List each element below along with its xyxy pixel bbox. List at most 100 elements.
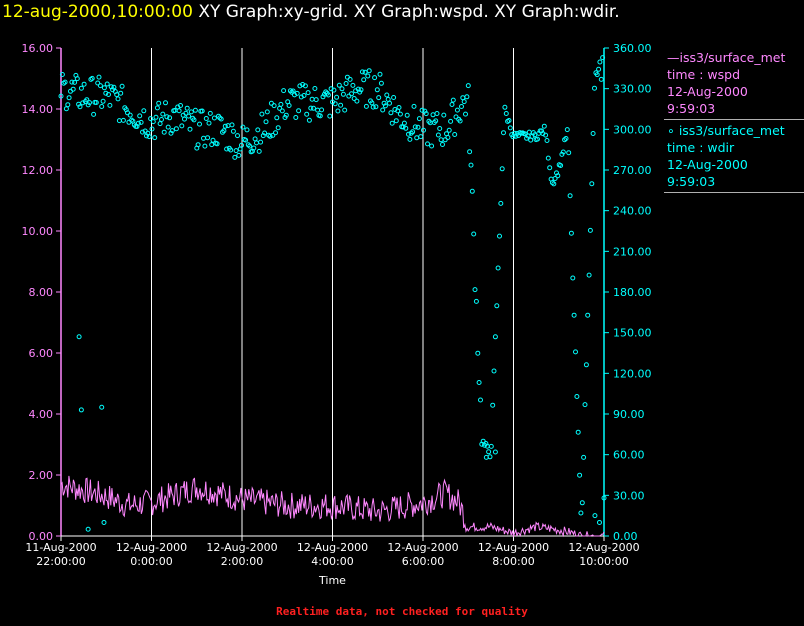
wdir-point <box>202 143 208 149</box>
wdir-point <box>275 125 281 131</box>
wdir-point <box>221 128 227 134</box>
wdir-point <box>370 104 376 110</box>
wdir-point <box>331 87 337 93</box>
wdir-point <box>209 142 215 148</box>
wdir-point <box>66 95 72 101</box>
wdir-outlier-point <box>492 449 498 455</box>
wdir-point <box>311 105 316 111</box>
wdir-point <box>262 130 268 136</box>
wdir-point <box>154 105 160 111</box>
wdir-point <box>362 69 368 75</box>
wdir-point <box>476 380 482 385</box>
wdir-point <box>450 97 456 103</box>
wdir-point <box>239 142 244 148</box>
wdir-point <box>589 181 595 187</box>
wdir-point <box>165 124 171 130</box>
wdir-point <box>373 104 379 110</box>
wdir-point <box>69 79 75 85</box>
wdir-point <box>278 101 284 107</box>
wdir-point <box>127 112 133 118</box>
wdir-point <box>65 102 71 108</box>
wdir-point <box>350 82 356 88</box>
wdir-point <box>332 101 338 107</box>
wdir-point <box>264 109 270 115</box>
y-left-tick-label: 8.00 <box>29 286 54 299</box>
x-tick-label-date: 11-Aug-2000 <box>25 541 96 554</box>
wdir-point <box>526 129 532 135</box>
wdir-point <box>152 135 158 141</box>
wdir-point <box>393 118 399 124</box>
wdir-point <box>63 106 69 112</box>
wdir-point <box>581 454 587 460</box>
wdir-point <box>214 141 220 147</box>
header-timestamp: 12-aug-2000,10:00:00 <box>2 2 193 22</box>
wdir-point <box>179 123 185 129</box>
wdir-point <box>397 111 403 117</box>
legend-wspd-field: time : wspd <box>667 67 741 82</box>
wdir-point <box>342 107 348 113</box>
wdir-point <box>176 108 182 114</box>
wdir-point <box>574 394 580 399</box>
wdir-point <box>363 103 369 109</box>
wdir-point <box>551 181 557 187</box>
wdir-point <box>340 91 346 97</box>
wdir-point <box>256 148 262 154</box>
wdir-point <box>111 84 117 90</box>
wdir-point <box>153 114 159 120</box>
wdir-point <box>149 126 155 132</box>
wdir-point <box>411 103 417 109</box>
wdir-point <box>244 127 250 133</box>
x-tick-label-time: 2:00:00 <box>221 555 263 568</box>
wdir-point <box>382 103 388 109</box>
wdir-point <box>201 135 206 141</box>
x-tick-label-time: 10:00:00 <box>579 555 628 568</box>
y-right-tick-label: 180.00 <box>613 286 652 299</box>
wdir-point <box>160 111 166 117</box>
wdir-point <box>327 113 333 119</box>
wdir-point <box>404 112 410 118</box>
wdir-point <box>270 132 276 138</box>
wdir-point <box>597 59 603 65</box>
wdir-point <box>120 117 126 123</box>
y-right-tick-label: 300.00 <box>613 123 652 136</box>
wdir-point <box>335 108 341 114</box>
wdir-point <box>473 298 479 304</box>
wdir-point <box>587 227 593 233</box>
wdir-point <box>167 115 173 121</box>
wdir-point <box>469 188 475 194</box>
wdir-point <box>498 200 504 206</box>
x-tick-label-date: 12-Aug-2000 <box>297 541 368 554</box>
wdir-point <box>366 68 372 74</box>
wdir-point <box>535 136 540 142</box>
wdir-point <box>140 129 145 135</box>
wdir-point <box>467 149 473 155</box>
wdir-point <box>412 124 418 130</box>
wdir-point <box>560 149 566 155</box>
wdir-point <box>544 138 550 143</box>
wdir-point <box>184 105 190 111</box>
wdir-point <box>435 132 441 138</box>
wdir-point <box>377 71 383 77</box>
wdir-point <box>457 118 463 124</box>
wdir-point <box>437 126 443 131</box>
wdir-point <box>296 108 302 114</box>
wdir-point <box>349 91 354 97</box>
wdir-point <box>361 77 367 83</box>
wdir-point <box>137 113 143 119</box>
wdir-point <box>273 130 278 136</box>
wdir-outlier-point <box>483 454 489 460</box>
wdir-point <box>141 108 147 114</box>
wdir-point <box>598 76 604 82</box>
wdir-point <box>347 76 353 82</box>
wdir-point <box>471 231 477 237</box>
wdir-point <box>169 128 175 134</box>
wdir-point <box>351 96 357 101</box>
wdir-point <box>389 120 395 126</box>
wdir-point <box>218 116 224 122</box>
wdir-point <box>87 100 92 106</box>
wdir-point <box>317 113 323 119</box>
wdir-point <box>421 127 426 133</box>
y-right-tick-label: 240.00 <box>613 205 652 218</box>
header-title: 12-aug-2000,10:00:00 XY Graph:xy-grid. X… <box>2 2 620 22</box>
